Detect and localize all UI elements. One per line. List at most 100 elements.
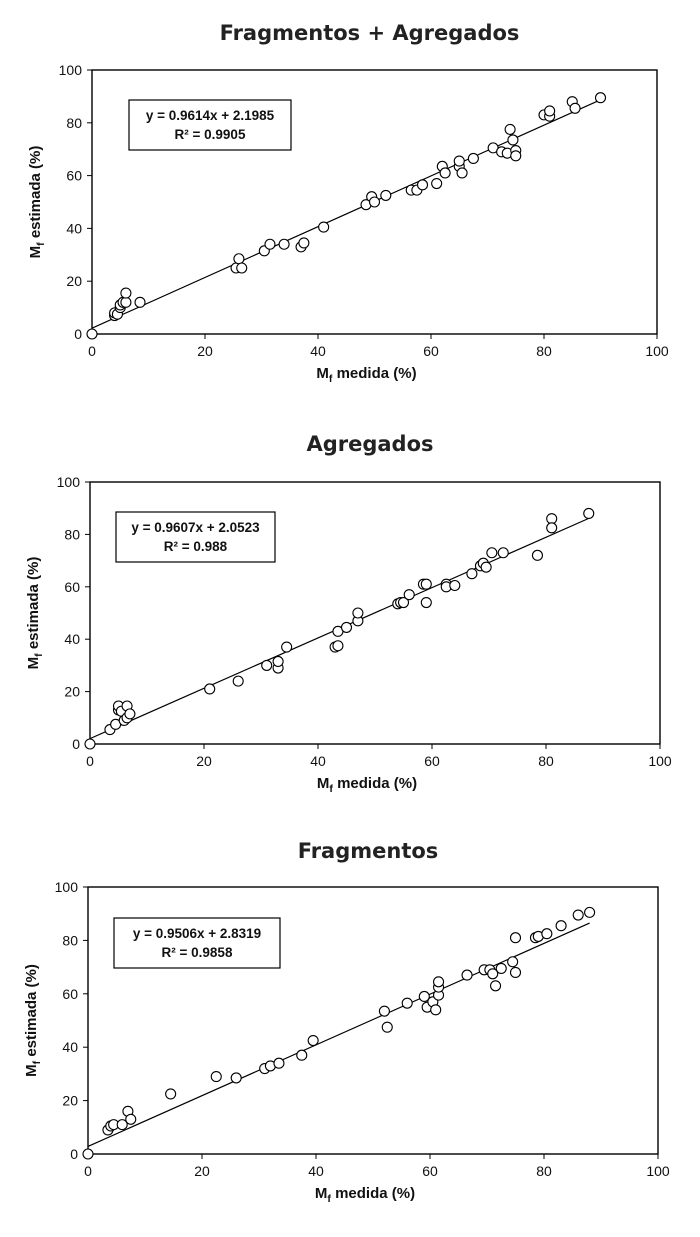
data-point (281, 641, 293, 653)
data-point (439, 167, 451, 179)
data-point (380, 189, 392, 201)
data-point (116, 1119, 128, 1131)
y-tick-label: 0 (72, 736, 80, 752)
equation-box (128, 99, 292, 151)
data-point (541, 928, 553, 940)
x-tick-label: 40 (310, 753, 326, 769)
data-point (368, 196, 381, 208)
data-point (489, 980, 502, 992)
x-tick-label: 80 (536, 1163, 552, 1179)
data-point (467, 152, 479, 164)
plot-area (91, 69, 658, 335)
data-point (403, 589, 415, 601)
data-point (230, 1072, 242, 1084)
data-point (84, 738, 96, 750)
y-tick-label: 100 (57, 474, 81, 490)
data-point (261, 659, 273, 671)
r-squared-text: R² = 0.9905 (175, 127, 246, 142)
data-point (584, 906, 596, 918)
data-point (555, 920, 567, 932)
data-point (487, 968, 499, 980)
data-point (509, 966, 522, 978)
r-squared-text: R² = 0.988 (164, 539, 228, 554)
data-point (507, 956, 519, 968)
data-point (296, 1049, 308, 1061)
chart-title: Fragmentos + Agregados (220, 21, 520, 45)
equation-text: y = 0.9614x + 2.1985 (146, 108, 275, 123)
x-tick-label: 60 (424, 753, 440, 769)
data-point (125, 1113, 137, 1125)
data-point (504, 123, 516, 135)
data-point (298, 237, 310, 249)
data-point (480, 561, 492, 573)
data-point (432, 976, 445, 988)
chart-title: Fragmentos (298, 839, 439, 863)
y-tick-label: 40 (62, 1039, 78, 1055)
data-point (510, 150, 522, 162)
y-tick-label: 60 (66, 168, 82, 184)
y-tick-label: 80 (62, 932, 78, 948)
y-tick-label: 80 (64, 526, 80, 542)
data-point (461, 969, 473, 981)
data-point (273, 1057, 285, 1069)
y-tick-label: 0 (70, 1146, 78, 1162)
equation-text: y = 0.9506x + 2.8319 (133, 926, 261, 941)
x-tick-label: 60 (423, 343, 439, 359)
chart-title: Agregados (306, 432, 433, 456)
data-point (456, 167, 468, 179)
data-point (546, 513, 558, 525)
y-tick-label: 60 (62, 986, 78, 1002)
chart-2: Agregados 0 20 40 60 80 100 0 20 40 60 80 100 Mf medi… (25, 432, 672, 795)
chart-3: Fragmentos 0 20 40 60 80 100 0 20 40 60 80 100 Mf med… (23, 839, 670, 1205)
x-tick-label: 40 (310, 343, 326, 359)
y-tick-label: 20 (62, 1093, 78, 1109)
data-point (497, 547, 509, 559)
data-point (318, 221, 330, 233)
x-tick-label: 100 (646, 1163, 670, 1179)
x-tick-label: 0 (84, 1163, 92, 1179)
x-axis-label: Mf medida (%) (315, 1185, 415, 1205)
x-tick-label: 40 (308, 1163, 324, 1179)
x-tick-label: 100 (645, 343, 669, 359)
data-point (120, 287, 132, 299)
equation-box (113, 917, 281, 969)
data-point (378, 1005, 390, 1017)
x-tick-label: 20 (194, 1163, 210, 1179)
x-axis-label: Mf medida (%) (316, 365, 416, 385)
data-point (583, 507, 595, 519)
data-point (546, 522, 558, 534)
data-point (431, 177, 443, 190)
x-tick-label: 0 (86, 753, 94, 769)
y-tick-label: 40 (64, 631, 80, 647)
data-point (278, 238, 290, 250)
r-squared-text: R² = 0.9858 (162, 945, 233, 960)
data-point (416, 179, 429, 191)
x-tick-label: 20 (197, 343, 213, 359)
data-point (420, 578, 432, 590)
data-point (594, 92, 607, 104)
data-point (210, 1071, 222, 1083)
x-axis-label: Mf medida (%) (317, 775, 417, 795)
x-tick-label: 100 (648, 753, 672, 769)
data-point (569, 102, 581, 114)
y-axis-label: Mf estimada (%) (27, 146, 47, 259)
chart-1: Fragmentos + Agregados 0 20 40 60 80 100 0 20 40 6… (27, 21, 669, 385)
x-tick-label: 20 (196, 753, 212, 769)
data-point (453, 155, 465, 167)
data-point (86, 328, 98, 340)
data-point (307, 1034, 319, 1047)
data-point (124, 708, 136, 720)
data-point (381, 1021, 393, 1033)
data-point (531, 549, 544, 561)
y-tick-label: 80 (66, 115, 82, 131)
data-point (236, 262, 248, 274)
y-tick-label: 20 (64, 684, 80, 700)
data-point (204, 683, 216, 695)
y-tick-label: 0 (74, 326, 82, 342)
data-point (232, 675, 244, 687)
data-point (397, 596, 410, 609)
data-point (509, 932, 522, 944)
data-point (340, 621, 353, 633)
plot-area (89, 481, 661, 745)
data-point (264, 238, 276, 250)
